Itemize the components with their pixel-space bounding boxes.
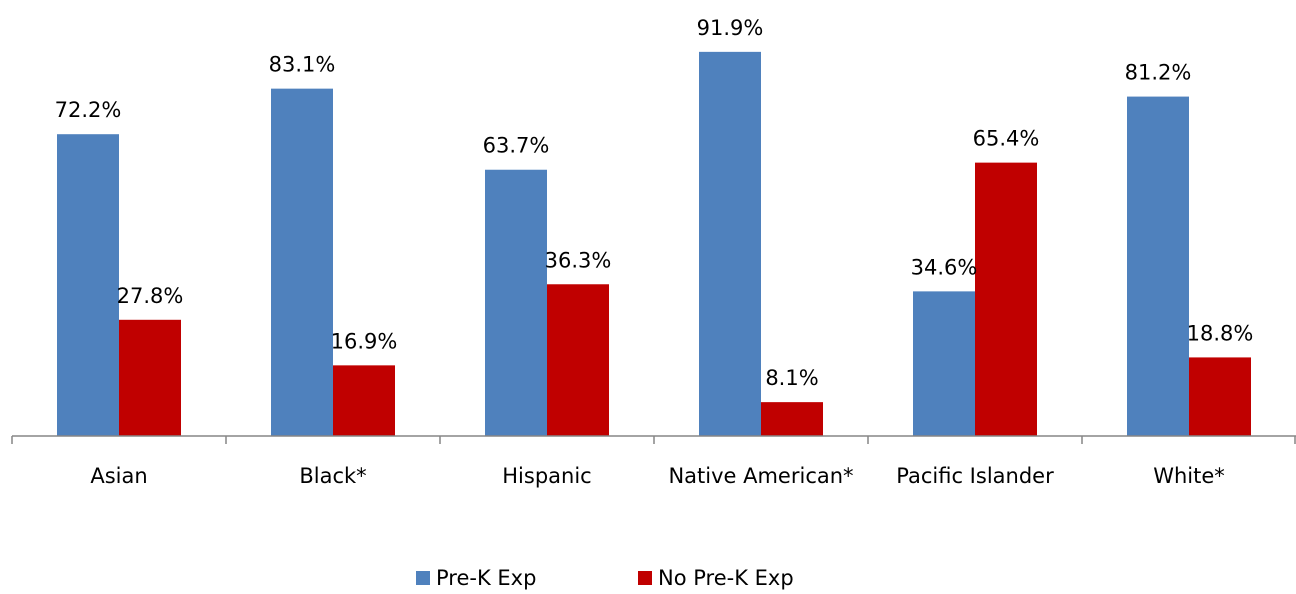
bar-no-pre-k-exp-pacific-islander (975, 162, 1037, 437)
category-label-native-american: Native American* (668, 464, 853, 488)
category-label-white: White* (1153, 464, 1225, 488)
legend-label-no-pre-k-exp: No Pre-K Exp (658, 566, 794, 590)
category-label-pacific-islander: Pacific Islander (896, 464, 1054, 488)
bar-no-pre-k-exp-asian (119, 319, 181, 436)
category-label-black: Black* (299, 464, 366, 488)
legend-label-pre-k-exp: Pre-K Exp (436, 566, 536, 590)
bar-pre-k-exp-black (271, 88, 333, 436)
value-label-no-pre-k-exp-asian: 27.8% (117, 284, 184, 308)
bar-pre-k-exp-pacific-islander (913, 291, 975, 436)
value-label-pre-k-exp-black: 83.1% (269, 53, 336, 77)
legend: Pre-K Exp No Pre-K Exp (416, 566, 794, 590)
legend-swatch-pre-k-exp (416, 571, 430, 585)
value-label-no-pre-k-exp-native-american: 8.1% (765, 366, 818, 390)
bar-pre-k-exp-asian (57, 134, 119, 437)
value-label-no-pre-k-exp-white: 18.8% (1187, 321, 1254, 345)
value-label-no-pre-k-exp-hispanic: 36.3% (545, 248, 612, 272)
bar-pre-k-exp-hispanic (485, 169, 547, 436)
bar-no-pre-k-exp-black (333, 365, 395, 436)
value-label-no-pre-k-exp-black: 16.9% (331, 329, 398, 353)
bar-pre-k-exp-white (1127, 96, 1189, 437)
bars-group (57, 51, 1251, 437)
value-label-pre-k-exp-hispanic: 63.7% (483, 134, 550, 158)
legend-swatch-no-pre-k-exp (638, 571, 652, 585)
value-label-pre-k-exp-white: 81.2% (1125, 61, 1192, 85)
category-label-hispanic: Hispanic (502, 464, 591, 488)
value-label-no-pre-k-exp-pacific-islander: 65.4% (973, 127, 1040, 151)
value-label-pre-k-exp-native-american: 91.9% (697, 16, 764, 40)
value-label-pre-k-exp-pacific-islander: 34.6% (911, 255, 978, 279)
value-label-pre-k-exp-asian: 72.2% (55, 98, 122, 122)
bar-no-pre-k-exp-hispanic (547, 284, 609, 436)
category-label-asian: Asian (90, 464, 147, 488)
bar-pre-k-exp-native-american (699, 51, 761, 436)
bar-no-pre-k-exp-native-american (761, 402, 823, 436)
category-labels-group: Asian Black* Hispanic Native American* Pacif… (90, 464, 1224, 488)
x-axis (11, 435, 1296, 444)
value-labels-group: 72.2% 27.8% 83.1% 16.9% 63.7% 36.3% 91.9% 8.1% 3… (55, 16, 1254, 390)
bar-no-pre-k-exp-white (1189, 357, 1251, 436)
